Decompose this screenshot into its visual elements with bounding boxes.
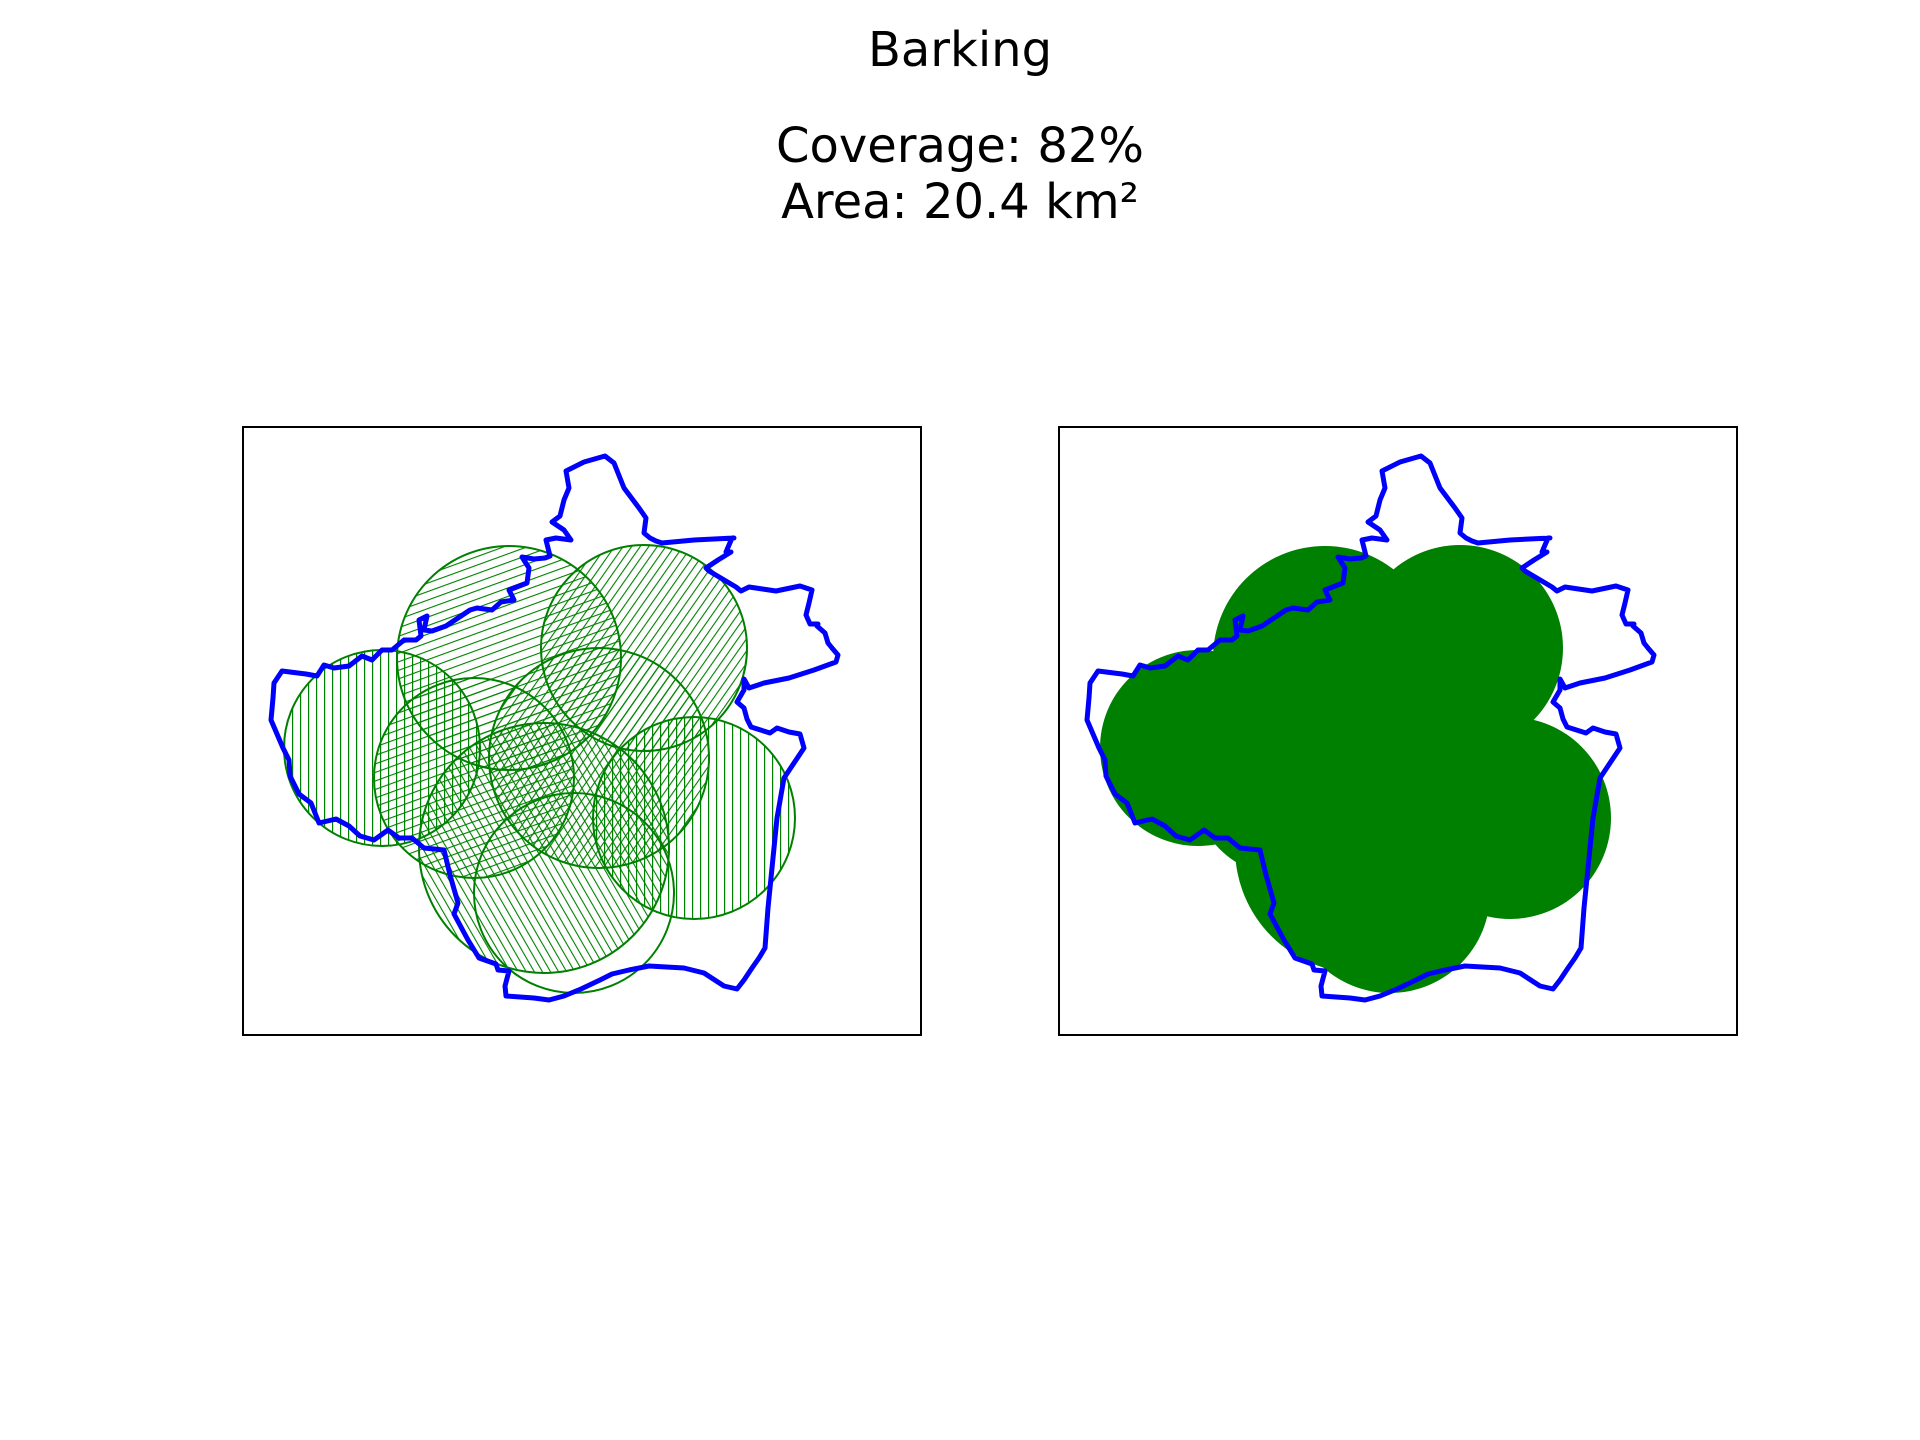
coverage-label: Coverage: 82% [775, 118, 1145, 174]
area-label: Area: 20.4 km² [781, 174, 1139, 230]
coverage-circles-filled [1100, 545, 1611, 993]
figure-title: Barking [867, 22, 1053, 78]
map-panel-outlined [242, 426, 922, 1036]
coverage-circles-outlined [283, 544, 796, 994]
map-canvas-filled [1084, 453, 1657, 1003]
coverage-circle [373, 677, 575, 879]
map-canvas-outlined [268, 453, 841, 1003]
figure-subtitle: Coverage: 82% Area: 20.4 km² [0, 118, 1920, 230]
coverage-circle [1290, 793, 1490, 993]
borough-boundary [1084, 453, 1657, 1003]
map-panel-filled [1058, 426, 1738, 1036]
borough-boundary [268, 453, 841, 1003]
